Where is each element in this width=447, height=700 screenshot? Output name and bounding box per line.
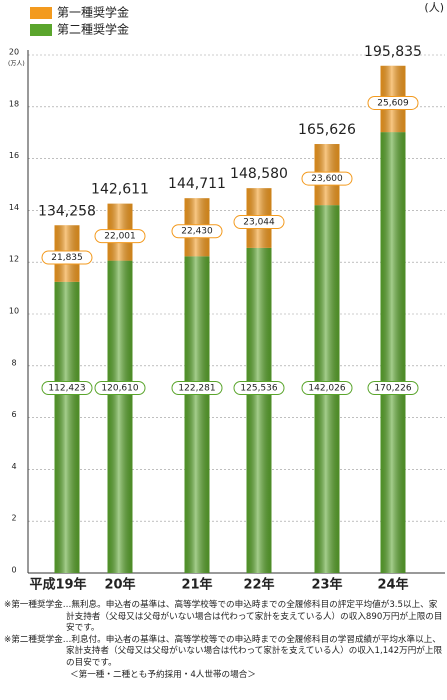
- total-label: 144,711: [168, 176, 226, 192]
- value-label: 142,026: [308, 384, 345, 394]
- legend-label: 第二種奨学金: [57, 22, 129, 37]
- legend-label: 第一種奨学金: [57, 5, 129, 20]
- value-label-box: [41, 250, 93, 265]
- note: ※第一種奨学金…無利息。申込者の基準は、高等学校等での申込時までの全履修科目の評…: [4, 600, 443, 634]
- legend-swatch: [30, 24, 52, 36]
- total-label: 134,258: [38, 203, 96, 219]
- x-tick-label: 24年: [377, 577, 408, 593]
- y-tick-label: 6: [11, 410, 16, 419]
- x-tick-label: 23年: [311, 577, 342, 593]
- y-unit-label: (万人): [8, 61, 25, 68]
- y-tick-label: 20: [9, 48, 19, 57]
- unit-label: (人): [424, 1, 444, 14]
- value-label-box: [41, 381, 93, 395]
- value-label-box: [233, 215, 285, 230]
- value-label: 170,226: [374, 384, 411, 394]
- y-tick-label: 0: [11, 566, 16, 575]
- value-label: 23,044: [243, 218, 275, 228]
- value-label: 22,001: [104, 232, 136, 242]
- value-label: 122,281: [178, 384, 215, 394]
- y-tick-label: 16: [9, 151, 19, 160]
- value-label: 25,609: [377, 98, 409, 108]
- value-label: 22,430: [181, 227, 213, 237]
- y-tick-label: 12: [9, 255, 19, 264]
- value-label: 120,610: [101, 384, 138, 394]
- value-label-box: [171, 381, 223, 395]
- total-label: 165,626: [298, 122, 356, 138]
- value-label-box: [94, 381, 146, 395]
- total-label: 195,835: [364, 44, 422, 60]
- y-tick-label: 10: [9, 307, 19, 316]
- value-label-box: [233, 381, 285, 395]
- x-tick-label: 22年: [243, 577, 274, 593]
- y-tick-label: 2: [11, 514, 16, 523]
- value-label: 23,600: [311, 174, 343, 184]
- value-label-box: [367, 381, 419, 395]
- bar-shine: [184, 256, 210, 573]
- value-label: 125,536: [240, 384, 277, 394]
- bar-shine: [380, 132, 406, 573]
- y-tick-label: 4: [11, 462, 16, 471]
- bar-shine: [246, 247, 272, 573]
- total-label: 148,580: [230, 166, 288, 182]
- value-label: 112,423: [48, 384, 85, 394]
- value-label-box: [94, 229, 146, 244]
- y-tick-label: 18: [9, 99, 19, 108]
- bar-shine: [107, 260, 133, 573]
- total-label: 142,611: [91, 182, 149, 198]
- x-tick-label: 21年: [181, 577, 212, 593]
- value-label-box: [367, 95, 419, 110]
- value-label-box: [301, 381, 353, 395]
- value-label-box: [301, 171, 353, 186]
- note: ※第二種奨学金…利息付。申込者の基準は、高等学校等での申込時までの全履修科目の学…: [4, 634, 443, 668]
- bar-shine: [54, 281, 80, 573]
- value-label: 21,835: [51, 253, 83, 263]
- legend-swatch: [30, 7, 52, 19]
- value-label-box: [171, 224, 223, 239]
- x-tick-label: 平成19年: [29, 577, 86, 593]
- x-tick-label: 20年: [104, 577, 135, 593]
- y-tick-label: 8: [11, 358, 16, 367]
- condition: ＜第一種・二種とも予約採用・4人世帯の場合＞: [70, 669, 256, 680]
- notes: ※第一種奨学金…無利息。申込者の基準は、高等学校等での申込時までの全履修科目の評…: [4, 600, 444, 681]
- y-tick-label: 14: [9, 203, 19, 212]
